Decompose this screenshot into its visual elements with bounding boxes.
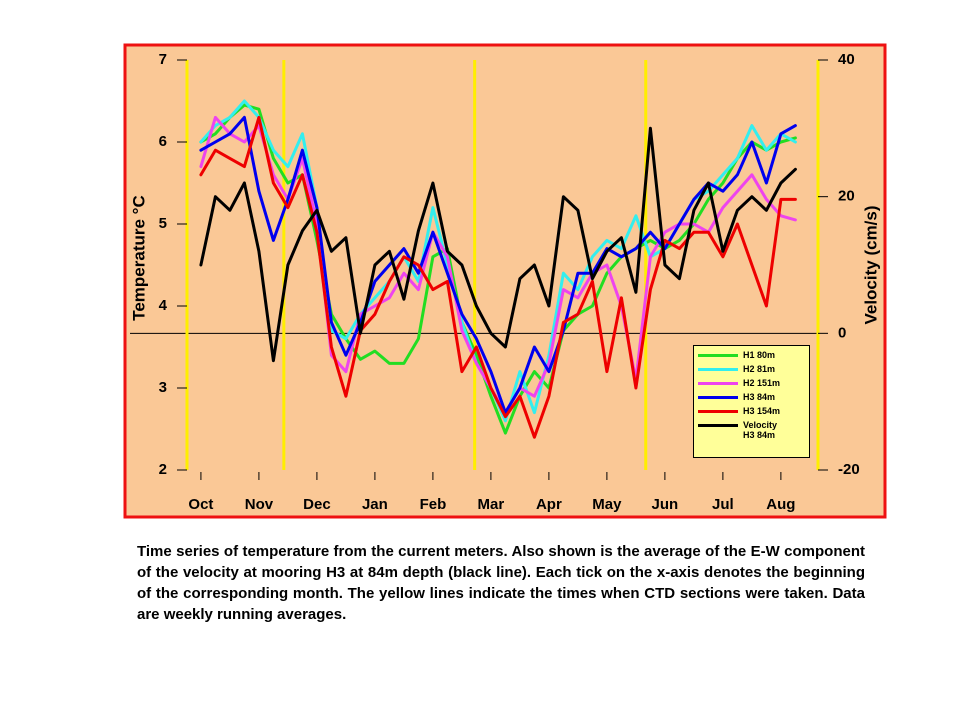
legend-swatch [698,424,738,427]
y2-tick-label: 40 [838,51,855,68]
y2-tick-label: 20 [838,188,855,205]
y-tick-label: 4 [159,297,168,314]
x-tick-label: Apr [536,496,562,513]
legend-entry: H3 84m [698,392,805,402]
series-line [199,115,797,439]
y-tick-label: 3 [159,379,167,396]
series-line [199,126,797,363]
x-tick-label: Mar [478,496,505,513]
y2-tick-label: -20 [838,461,860,478]
legend-label: H1 80m [743,350,776,360]
legend-swatch [698,410,738,413]
x-tick-label: May [592,496,622,513]
x-tick-label: Jan [362,496,388,513]
legend-entry: H2 81m [698,364,805,374]
y2-axis-label: Velocity (cm/s) [861,205,880,324]
caption: Time series of temperature from the curr… [137,543,865,623]
legend-label: H3 154m [743,406,781,416]
legend-entry: Velocity H3 84m [698,420,805,440]
legend: H1 80m H2 81m H2 151m H3 84m H3 154m Velocity… [693,345,810,458]
y2-tick-label: 0 [838,324,846,341]
legend-entry: H1 80m [698,350,805,360]
x-tick-label: Jul [712,496,734,513]
y-axis-label: Temperature °C [129,195,148,321]
y-tick-label: 5 [159,215,167,232]
y-tick-label: 6 [159,133,167,150]
series-line [199,103,797,435]
legend-label: H3 84m [743,392,776,402]
legend-swatch [698,354,738,357]
x-tick-label: Feb [420,496,447,513]
legend-swatch [698,396,738,399]
x-tick-label: Jun [652,496,679,513]
x-tick-label: Aug [766,496,795,513]
legend-label: H2 151m [743,378,781,388]
x-tick-label: Nov [245,496,274,513]
legend-swatch [698,382,738,385]
legend-entry: H2 151m [698,378,805,388]
y-tick-label: 7 [159,51,167,68]
series-line [199,115,797,415]
legend-swatch [698,368,738,371]
x-tick-label: Dec [303,496,331,513]
y-tick-label: 2 [159,461,167,478]
legend-label: H2 81m [743,364,776,374]
x-tick-label: Oct [188,496,213,513]
legend-label: Velocity H3 84m [743,420,778,440]
legend-entry: H3 154m [698,406,805,416]
